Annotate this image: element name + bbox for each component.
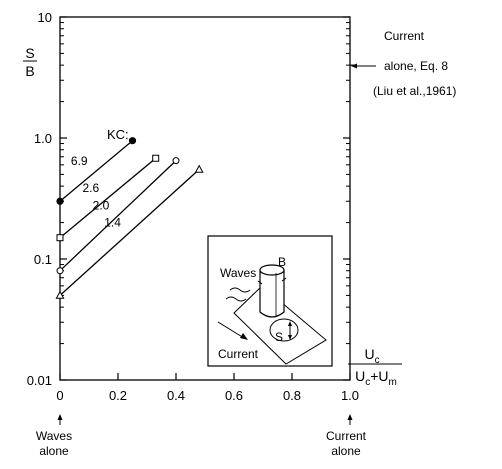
y-tick-label: 0.01 [27, 373, 52, 388]
y-tick-label: 1.0 [34, 131, 52, 146]
series-3 [56, 157, 180, 275]
inset-width-arrow-left [257, 280, 263, 285]
series-labels: 6.9 2.6 2.0 1.4 [71, 154, 121, 229]
x-axis-title-denominator: Uc+Um [355, 368, 397, 388]
inset-wave-line-2 [225, 296, 247, 302]
series-1 [56, 137, 137, 205]
open-circle-marker [56, 267, 64, 275]
series-2 [56, 154, 160, 242]
open-triangle-marker [55, 290, 65, 299]
y-tick-label: 0.1 [34, 252, 52, 267]
inset-sketch: Waves B S Current [207, 235, 333, 367]
y-axis-title-denominator: B [25, 63, 34, 79]
series-line [59, 140, 133, 202]
series-line [59, 160, 177, 272]
x-axis-title-numerator: Uc [364, 346, 379, 366]
inset-pile-top [259, 264, 285, 276]
inset-scour-hole [269, 318, 299, 342]
inset-current-arrow [217, 321, 245, 339]
inset-label-current: Current [218, 347, 259, 361]
tick-labels: 0.01 0.1 1.0 10 0 0.2 0.4 0.6 0.8 1.0 [27, 10, 359, 403]
inset-current-arrowhead [240, 333, 248, 340]
current-alone-x-arrowhead [347, 414, 353, 420]
x-tick-label: 0.4 [167, 388, 185, 403]
x-tick-label: 0 [56, 388, 63, 403]
current-alone-x-line-1: Current [326, 429, 367, 443]
current-alone-x-line-2: alone [331, 444, 361, 458]
series-line [59, 157, 157, 239]
filled-circle-marker [56, 197, 64, 205]
data-series [55, 137, 204, 299]
series-label: 2.0 [93, 199, 110, 213]
kc-heading: KC: [107, 127, 129, 142]
filled-circle-marker [128, 137, 137, 145]
open-square-marker [56, 234, 64, 242]
y-tick-label: 10 [38, 10, 52, 25]
open-circle-marker [172, 157, 180, 165]
inset-label-waves: Waves [220, 266, 256, 280]
open-triangle-marker [194, 164, 204, 173]
waves-alone-annotation: Waves alone [36, 414, 72, 458]
series-line [59, 168, 200, 296]
current-alone-eq-line-3: (Liu et al.,1961) [373, 84, 456, 98]
y-axis-title-numerator: S [25, 45, 34, 61]
current-alone-eq-line-2: alone, Eq. 8 [384, 59, 448, 73]
x-tick-label: 0.2 [109, 388, 127, 403]
inset-label-b: B [278, 255, 286, 269]
inset-depth-arrowhead-down [288, 335, 292, 340]
x-tick-label: 1.0 [341, 388, 359, 403]
x-tick-label: 0.8 [283, 388, 301, 403]
x-tick-label: 0.6 [225, 388, 243, 403]
open-square-marker [152, 154, 160, 162]
waves-alone-line-2: alone [39, 444, 69, 458]
tick-marks [59, 16, 355, 381]
current-alone-eq-line-1: Current [384, 29, 425, 43]
current-alone-annotation: Current alone, Eq. 8 (Liu et al.,1961) [351, 29, 456, 98]
current-alone-x-annotation: Current alone [326, 414, 367, 458]
x-axis-title: Uc Uc+Um [348, 346, 402, 388]
inset-pile-shaft [259, 270, 285, 318]
series-label: 1.4 [104, 215, 121, 229]
current-alone-arrowhead [351, 63, 357, 69]
waves-alone-arrowhead [57, 414, 63, 420]
series-4 [55, 164, 204, 299]
series-label: 6.9 [71, 154, 88, 168]
series-label: 2.6 [83, 181, 100, 195]
inset-depth-arrowhead-up [288, 321, 292, 326]
inset-seabed-plane [233, 285, 327, 365]
inset-width-arrow-right [281, 277, 287, 282]
waves-alone-line-1: Waves [36, 429, 72, 443]
inset-label-s: S [275, 330, 283, 344]
y-axis-title: S B [23, 45, 37, 79]
inset-wave-line-1 [229, 287, 251, 293]
